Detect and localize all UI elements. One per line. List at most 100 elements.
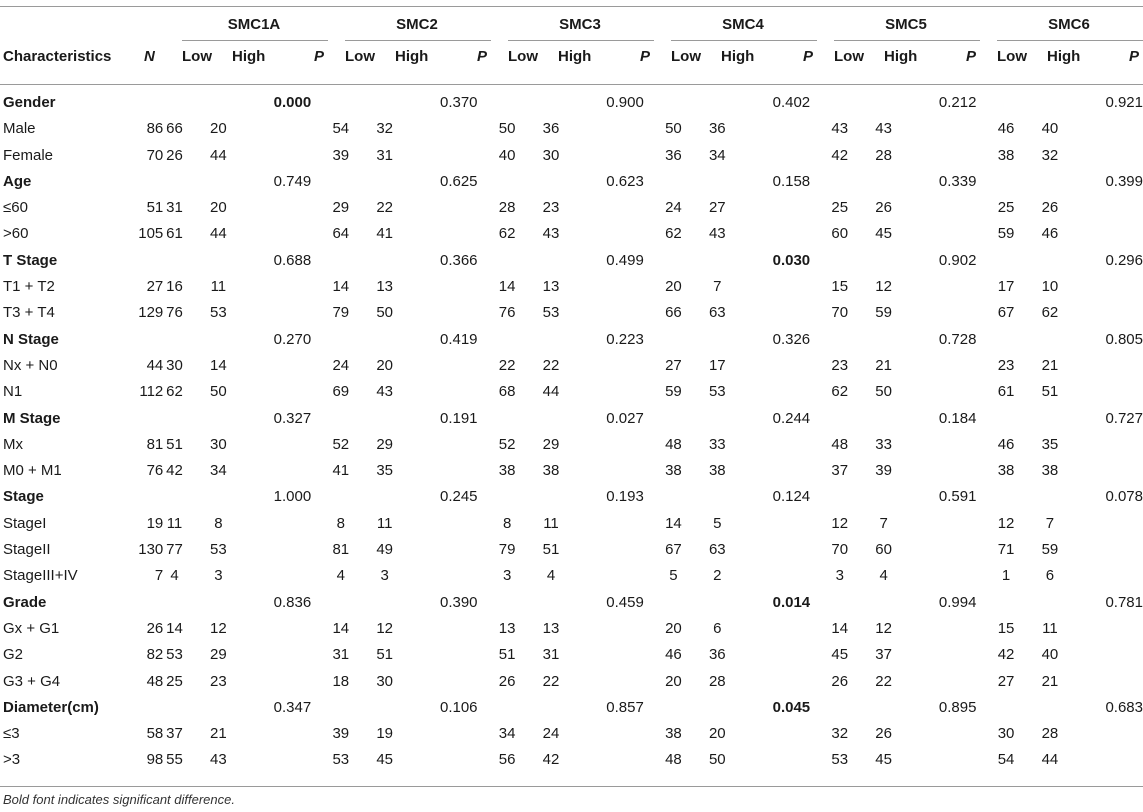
- cell-gap: [478, 511, 496, 537]
- cell-gap: [810, 90, 828, 116]
- cell-high: 23: [210, 672, 227, 690]
- cell-low: 5: [669, 567, 678, 585]
- cell-p: [750, 669, 810, 695]
- cell-high: [1017, 695, 1082, 721]
- cell-low: 36: [665, 146, 682, 164]
- cell-low: [829, 695, 851, 721]
- cell-low: 51: [498, 646, 516, 664]
- col-header-low: Low: [997, 48, 1027, 65]
- cell-p: [251, 563, 311, 589]
- cell-low: [330, 327, 352, 353]
- cell-high: 22: [875, 672, 892, 690]
- cell-high: 7: [879, 514, 888, 532]
- cell-gap: [810, 169, 828, 195]
- cell-p: 0.327: [273, 409, 312, 427]
- cell-p: 0.402: [772, 94, 811, 111]
- cell-high: 35: [376, 462, 394, 480]
- cell-n: [133, 169, 164, 195]
- cell-gap: [311, 274, 329, 300]
- cell-p: [584, 721, 644, 747]
- col-header-high: High: [721, 48, 755, 65]
- footnote: Bold font indicates significant differen…: [3, 792, 235, 807]
- cell-high: [1017, 484, 1082, 510]
- cell-low: [995, 484, 1017, 510]
- cell-low: [330, 695, 352, 721]
- cell-p: [584, 563, 644, 589]
- col-header-p: P: [1129, 48, 1140, 65]
- cell-gap: [810, 221, 828, 247]
- cell-gap: [644, 537, 662, 563]
- cell-high: 28: [1041, 725, 1059, 743]
- cell-high: 11: [543, 514, 559, 532]
- cell-low: [330, 590, 352, 616]
- cell-high: 63: [708, 304, 726, 322]
- cell-high: 8: [214, 514, 223, 532]
- cell-p: [417, 669, 477, 695]
- cell-p: [251, 642, 311, 668]
- cell-gap: [644, 274, 662, 300]
- cell-low: 59: [997, 225, 1015, 243]
- table-row: T3 + T4 129 76 53 79 50 76 53 66 63 70 59 67 62: [0, 300, 1143, 326]
- cell-p: [916, 747, 976, 773]
- cell-high: 21: [210, 725, 227, 743]
- row-label: Diameter(cm): [3, 698, 99, 716]
- cell-gap: [478, 90, 496, 116]
- col-header-low: Low: [834, 48, 864, 65]
- cell-high: 3: [214, 567, 223, 585]
- cell-gap: [976, 695, 994, 721]
- cell-high: 53: [542, 304, 560, 322]
- cell-low: 43: [831, 120, 849, 138]
- cell-high: 30: [376, 672, 394, 690]
- cell-high: 13: [542, 619, 560, 637]
- cell-high: [685, 169, 750, 195]
- cell-p: [417, 221, 477, 247]
- cell-gap: [810, 616, 828, 642]
- cell-low: [995, 590, 1017, 616]
- cell-p: [584, 221, 644, 247]
- cell-low: 31: [166, 199, 183, 217]
- cell-p: 0.270: [273, 330, 312, 348]
- cell-high: 34: [210, 462, 227, 480]
- cell-gap: [478, 721, 496, 747]
- cell-high: [851, 90, 916, 116]
- cell-p: [916, 195, 976, 221]
- row-label: M0 + M1: [3, 462, 62, 480]
- cell-high: 12: [210, 619, 227, 637]
- cell-low: 50: [498, 120, 516, 138]
- cell-gap: [311, 116, 329, 142]
- cell-gap: [976, 590, 994, 616]
- cell-p: 0.014: [772, 593, 811, 611]
- cell-gap: [478, 379, 496, 405]
- cell-low: 24: [665, 199, 682, 217]
- cell-high: 30: [542, 146, 560, 164]
- gene-underline: [345, 40, 491, 41]
- gene-header-smc6: SMC6: [1048, 16, 1090, 33]
- cell-p: 1.000: [273, 488, 312, 506]
- cell-p: [750, 616, 810, 642]
- cell-high: [518, 327, 583, 353]
- cell-high: 51: [1041, 383, 1059, 401]
- cell-high: [685, 695, 750, 721]
- cell-high: 37: [875, 646, 892, 664]
- cell-low: 34: [498, 725, 516, 743]
- group-row: T Stage 0.688 0.366 0.499 0.030 0.902 0.296: [0, 248, 1143, 274]
- cell-high: 60: [875, 541, 892, 559]
- cell-gap: [478, 590, 496, 616]
- cell-p: [417, 721, 477, 747]
- cell-gap: [478, 116, 496, 142]
- cell-low: [662, 90, 684, 116]
- cell-p: [916, 116, 976, 142]
- cell-gap: [644, 221, 662, 247]
- cell-low: [829, 484, 851, 510]
- cell-high: 40: [1041, 120, 1059, 138]
- cell-p: 0.591: [938, 488, 977, 506]
- cell-low: 29: [332, 199, 350, 217]
- cell-p: [417, 379, 477, 405]
- cell-gap: [976, 537, 994, 563]
- cell-gap: [311, 747, 329, 773]
- cell-high: [352, 484, 417, 510]
- cell-gap: [478, 353, 496, 379]
- cell-low: 14: [498, 278, 516, 296]
- cell-low: 66: [665, 304, 682, 322]
- cell-gap: [311, 458, 329, 484]
